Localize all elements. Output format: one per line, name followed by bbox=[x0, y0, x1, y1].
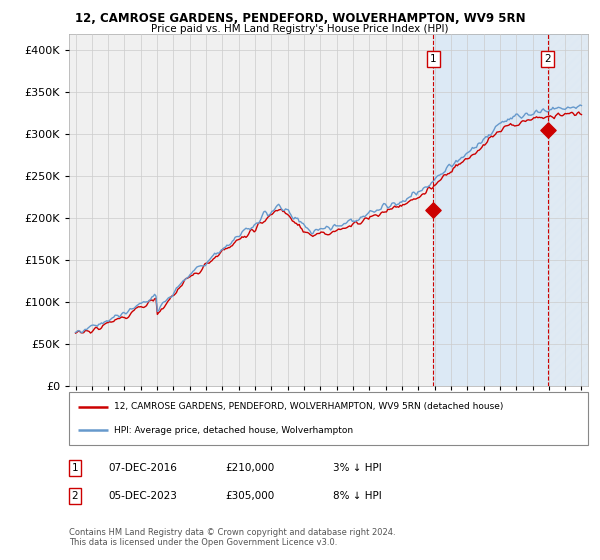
Text: Contains HM Land Registry data © Crown copyright and database right 2024.
This d: Contains HM Land Registry data © Crown c… bbox=[69, 528, 395, 548]
Text: Price paid vs. HM Land Registry's House Price Index (HPI): Price paid vs. HM Land Registry's House … bbox=[151, 24, 449, 34]
Text: HPI: Average price, detached house, Wolverhampton: HPI: Average price, detached house, Wolv… bbox=[114, 426, 353, 435]
Text: 1: 1 bbox=[71, 463, 79, 473]
Text: 12, CAMROSE GARDENS, PENDEFORD, WOLVERHAMPTON, WV9 5RN: 12, CAMROSE GARDENS, PENDEFORD, WOLVERHA… bbox=[74, 12, 526, 25]
Text: 8% ↓ HPI: 8% ↓ HPI bbox=[333, 491, 382, 501]
Text: £210,000: £210,000 bbox=[225, 463, 274, 473]
Text: 07-DEC-2016: 07-DEC-2016 bbox=[108, 463, 177, 473]
Bar bbox=[433, 34, 548, 386]
Bar bbox=[548, 34, 588, 386]
Bar bbox=[548, 34, 588, 386]
Text: 3% ↓ HPI: 3% ↓ HPI bbox=[333, 463, 382, 473]
Text: 12, CAMROSE GARDENS, PENDEFORD, WOLVERHAMPTON, WV9 5RN (detached house): 12, CAMROSE GARDENS, PENDEFORD, WOLVERHA… bbox=[114, 403, 503, 412]
Text: 05-DEC-2023: 05-DEC-2023 bbox=[108, 491, 177, 501]
Text: 2: 2 bbox=[544, 54, 551, 64]
Point bbox=[543, 126, 553, 135]
Text: 2: 2 bbox=[71, 491, 79, 501]
Text: 1: 1 bbox=[430, 54, 437, 64]
Point bbox=[428, 206, 438, 214]
Text: £305,000: £305,000 bbox=[225, 491, 274, 501]
